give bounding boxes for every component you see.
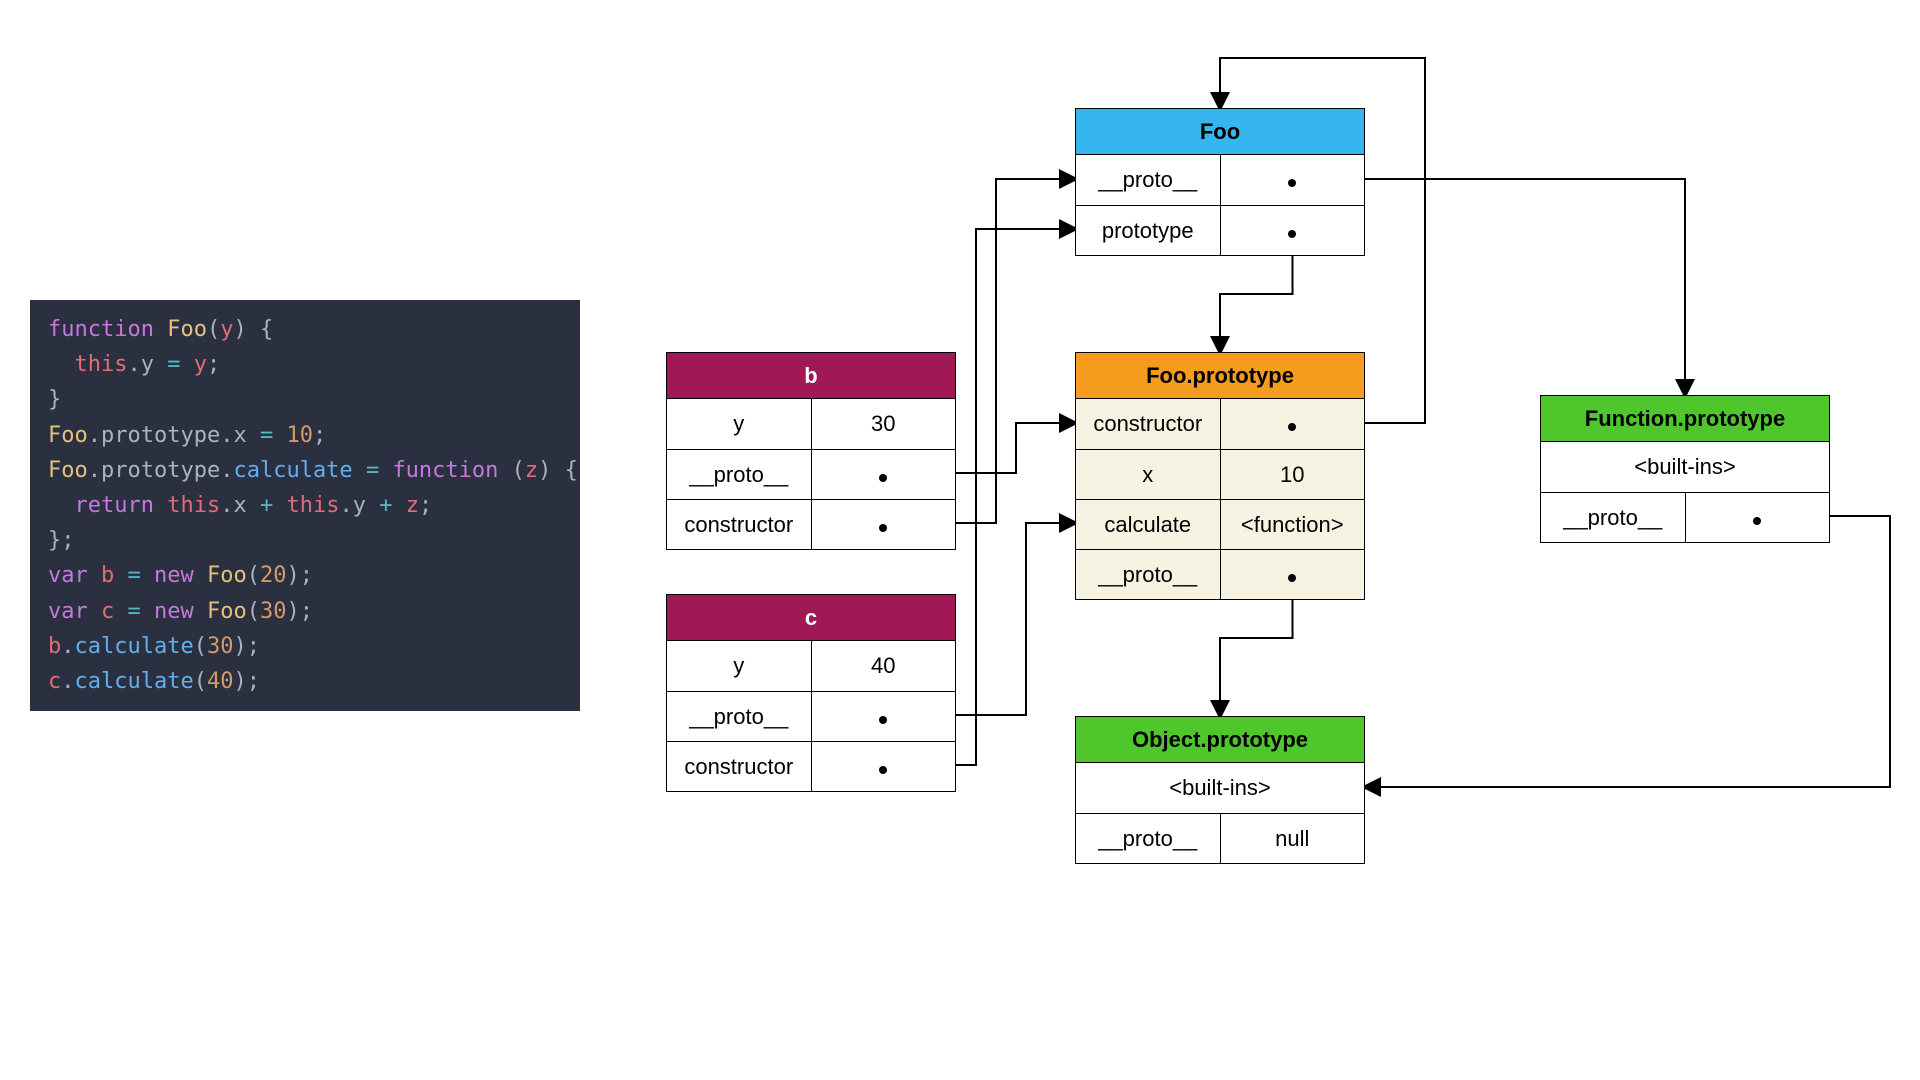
object-box-cell: y bbox=[667, 641, 811, 691]
object-box-cell: constructor bbox=[667, 742, 811, 791]
object-box-cell: y bbox=[667, 399, 811, 449]
object-box-row: <built-ins> bbox=[1076, 763, 1364, 813]
object-box-cell bbox=[811, 742, 956, 791]
object-box-obj_proto: Object.prototype<built-ins>__proto__null bbox=[1075, 716, 1365, 864]
object-box-row: y40 bbox=[667, 641, 955, 691]
object-box-cell: calculate bbox=[1076, 500, 1220, 549]
object-box-cell bbox=[1220, 399, 1365, 449]
object-box-header: Foo bbox=[1076, 109, 1364, 155]
object-box-row: constructor bbox=[667, 741, 955, 791]
object-box-cell: __proto__ bbox=[667, 692, 811, 741]
object-box-cell: __proto__ bbox=[1076, 814, 1220, 863]
object-box-row: __proto__ bbox=[667, 449, 955, 499]
object-box-cell: constructor bbox=[667, 500, 811, 549]
object-box-cell: 30 bbox=[811, 399, 956, 449]
object-box-cell: x bbox=[1076, 450, 1220, 499]
object-box-cell bbox=[1220, 206, 1365, 255]
object-box-cell bbox=[1685, 493, 1830, 542]
object-box-cell bbox=[811, 692, 956, 741]
object-box-row: __proto__ bbox=[1076, 549, 1364, 599]
object-box-cell: prototype bbox=[1076, 206, 1220, 255]
object-box-row: y30 bbox=[667, 399, 955, 449]
object-box-cell: <function> bbox=[1220, 500, 1365, 549]
object-box-cell: __proto__ bbox=[1076, 155, 1220, 205]
arrow bbox=[1365, 516, 1890, 787]
object-box-c: cy40__proto__constructor bbox=[666, 594, 956, 792]
object-box-header: Object.prototype bbox=[1076, 717, 1364, 763]
object-box-cell: constructor bbox=[1076, 399, 1220, 449]
object-box-b: by30__proto__constructor bbox=[666, 352, 956, 550]
object-box-header: b bbox=[667, 353, 955, 399]
object-box-cell: __proto__ bbox=[667, 450, 811, 499]
object-box-cell bbox=[811, 500, 956, 549]
object-box-row: __proto__null bbox=[1076, 813, 1364, 863]
object-box-row: constructor bbox=[667, 499, 955, 549]
object-box-cell: 40 bbox=[811, 641, 956, 691]
object-box-header: Function.prototype bbox=[1541, 396, 1829, 442]
object-box-fn_proto: Function.prototype<built-ins>__proto__ bbox=[1540, 395, 1830, 543]
object-box-foo_proto: Foo.prototypeconstructorx10calculate<fun… bbox=[1075, 352, 1365, 600]
code-snippet: function Foo(y) { this.y = y;}Foo.protot… bbox=[30, 300, 580, 711]
object-box-cell: 10 bbox=[1220, 450, 1365, 499]
object-box-cell bbox=[1220, 550, 1365, 599]
object-box-row: constructor bbox=[1076, 399, 1364, 449]
object-box-row: __proto__ bbox=[667, 691, 955, 741]
object-box-row: __proto__ bbox=[1076, 155, 1364, 205]
object-box-cell bbox=[811, 450, 956, 499]
object-box-row: prototype bbox=[1076, 205, 1364, 255]
object-box-header: c bbox=[667, 595, 955, 641]
diagram-stage: function Foo(y) { this.y = y;}Foo.protot… bbox=[0, 0, 1920, 1080]
object-box-row: __proto__ bbox=[1541, 492, 1829, 542]
object-box-cell: <built-ins> bbox=[1541, 442, 1829, 492]
object-box-row: calculate<function> bbox=[1076, 499, 1364, 549]
object-box-header: Foo.prototype bbox=[1076, 353, 1364, 399]
object-box-cell: <built-ins> bbox=[1076, 763, 1364, 813]
object-box-foo: Foo__proto__prototype bbox=[1075, 108, 1365, 256]
object-box-cell bbox=[1220, 155, 1365, 205]
object-box-row: <built-ins> bbox=[1541, 442, 1829, 492]
object-box-row: x10 bbox=[1076, 449, 1364, 499]
object-box-cell: __proto__ bbox=[1541, 493, 1685, 542]
object-box-cell: null bbox=[1220, 814, 1365, 863]
object-box-cell: __proto__ bbox=[1076, 550, 1220, 599]
